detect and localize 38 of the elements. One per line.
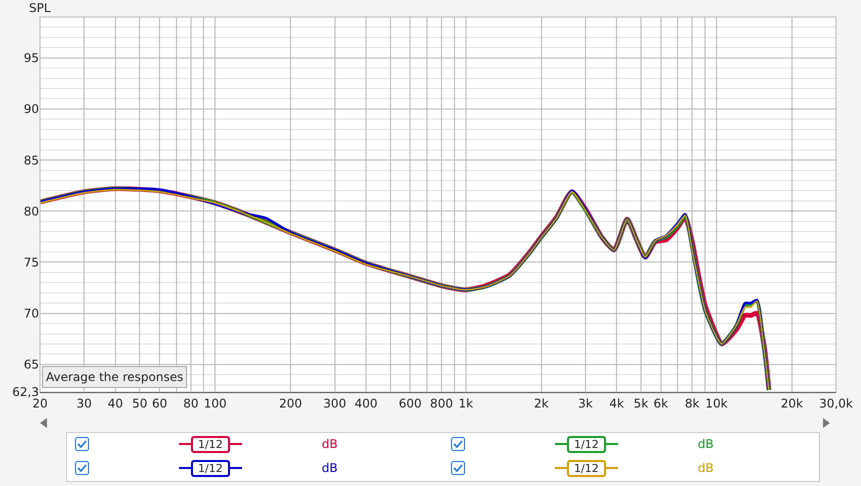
x-tick-label: 50 bbox=[132, 396, 148, 410]
x-tick-label: 1k bbox=[458, 396, 474, 410]
y-axis-title: SPL bbox=[29, 1, 51, 15]
x-tick-label: 400 bbox=[354, 396, 378, 410]
x-tick-label: 30 bbox=[76, 396, 92, 410]
text: 1/12 bbox=[191, 436, 230, 452]
x-tick-label: 40 bbox=[108, 396, 124, 410]
y-tick-label: 75 bbox=[24, 255, 39, 270]
x-tick-label: 200 bbox=[279, 396, 302, 410]
y-tick-label: 90 bbox=[24, 102, 39, 116]
x-tick-label: 8k bbox=[684, 396, 700, 410]
x-tick-label: 20k bbox=[780, 396, 804, 410]
x-tick-label: 30,0k bbox=[819, 396, 853, 410]
text: dB bbox=[698, 437, 714, 451]
x-tick-label: 10k bbox=[705, 396, 728, 410]
text: dB bbox=[322, 461, 338, 475]
text: 1/12 bbox=[191, 460, 230, 476]
x-tick-label: 6k bbox=[654, 396, 668, 410]
x-tick-label: 4k bbox=[609, 396, 624, 410]
y-tick-label: 85 bbox=[24, 153, 39, 168]
x-tick-label: 5k bbox=[634, 396, 648, 410]
x-tick-label: 80 bbox=[183, 396, 199, 410]
x-tick-label: 800 bbox=[430, 396, 453, 410]
x-tick-label: 100 bbox=[204, 396, 227, 410]
y-tick-label: 65 bbox=[24, 358, 39, 372]
x-tick-label: 2k bbox=[534, 396, 549, 410]
text: dB bbox=[698, 461, 714, 475]
text: dB bbox=[322, 437, 338, 451]
y-tick-label: 70 bbox=[24, 306, 39, 321]
x-tick-label: 3k bbox=[578, 396, 593, 410]
y-tick-label: 95 bbox=[24, 51, 39, 66]
text: 1/12 bbox=[567, 436, 606, 452]
annotation: Average the responses bbox=[46, 370, 184, 384]
x-tick-label: 300 bbox=[323, 396, 346, 410]
x-tick-label: 60 bbox=[152, 396, 168, 410]
x-tick-label: 600 bbox=[398, 396, 422, 410]
text: 1/12 bbox=[567, 460, 606, 476]
y-tick-label: 80 bbox=[24, 204, 39, 218]
